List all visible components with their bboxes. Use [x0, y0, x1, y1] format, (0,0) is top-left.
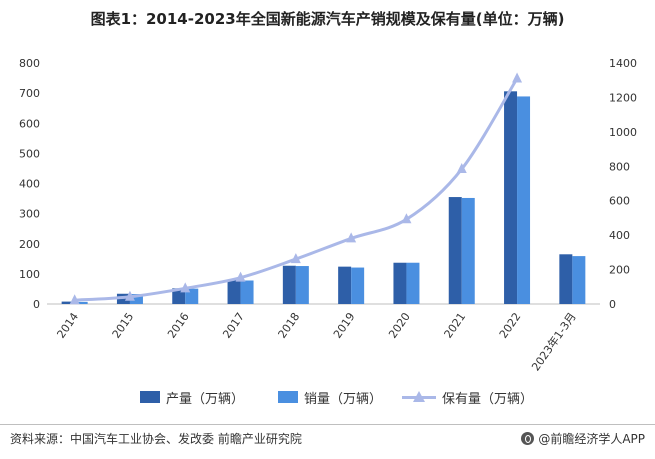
chart-legend: 产量（万辆） 销量（万辆） 保有量（万辆） [0, 386, 655, 408]
bar-production [61, 301, 75, 304]
y-left-tick-label: 700 [19, 87, 40, 100]
x-tick-label: 2018 [276, 310, 303, 340]
point-ownership [512, 72, 523, 83]
point-ownership [401, 213, 412, 224]
legend-item-ownership: 保有量（万辆） [402, 386, 533, 408]
point-ownership [290, 253, 301, 264]
bar-sales [129, 294, 143, 304]
point-ownership [346, 232, 357, 243]
legend-label-ownership: 保有量（万辆） [442, 391, 534, 407]
point-ownership [456, 163, 467, 174]
brand-credit: @前瞻经济学人APP [521, 430, 645, 447]
bar-production [559, 254, 573, 304]
bar-production [338, 266, 352, 304]
bar-sales [461, 197, 475, 304]
bar-sales [517, 96, 531, 304]
y-right-tick-label: 600 [609, 195, 630, 208]
y-right-tick-label: 1200 [609, 91, 637, 104]
y-left-tick-label: 400 [19, 178, 40, 191]
bar-sales [572, 256, 586, 304]
bar-production [282, 265, 296, 304]
bar-production [393, 262, 407, 304]
chart-plot: 0 100 200 300 400 500 600 700 800 0 200 400 600 800 10… [19, 57, 637, 374]
y-right-tick-label: 1000 [609, 126, 637, 139]
brand-text: @前瞻经济学人APP [538, 432, 645, 446]
y-right-tick-label: 200 [609, 264, 630, 277]
y-left-tick-label: 600 [19, 117, 40, 130]
x-tick-label: 2020 [386, 310, 413, 340]
bar-production [227, 280, 241, 304]
x-tick-label: 2023年1-3月 [528, 310, 578, 374]
legend-swatch-production [140, 391, 160, 403]
x-tick-label: 2016 [165, 310, 192, 340]
x-tick-label: 2015 [110, 310, 137, 340]
bar-sales [74, 301, 88, 304]
bar-sales [240, 280, 254, 304]
footer-divider [0, 424, 655, 425]
legend-swatch-sales [278, 391, 298, 403]
bar-sales [351, 267, 365, 304]
bar-sales [406, 262, 420, 304]
legend-item-production: 产量（万辆） [140, 386, 244, 408]
y-right-tick-label: 0 [609, 298, 616, 311]
y-right-tick-label: 1400 [609, 57, 637, 70]
legend-label-production: 产量（万辆） [166, 391, 245, 407]
y-right-tick-label: 400 [609, 229, 630, 242]
x-tick-label: 2014 [54, 310, 81, 340]
y-right-tick-label: 800 [609, 160, 630, 173]
point-ownership [124, 290, 135, 301]
legend-label-sales: 销量（万辆） [304, 391, 383, 407]
y-left-tick-label: 500 [19, 147, 40, 160]
brand-logo-icon [521, 432, 535, 445]
point-ownership [180, 282, 191, 293]
point-ownership [69, 294, 80, 305]
x-tick-label: 2017 [220, 310, 247, 340]
point-ownership [235, 271, 246, 282]
y-left-tick-label: 100 [19, 268, 40, 281]
source-note: 资料来源：中国汽车工业协会、发改委 前瞻产业研究院 [10, 432, 302, 446]
bar-production [448, 197, 462, 304]
bar-sales [185, 288, 199, 304]
y-left-tick-label: 200 [19, 238, 40, 251]
chart-title: 图表1：2014-2023年全国新能源汽车产销规模及保有量(单位：万辆) [90, 10, 565, 28]
bar-sales [295, 266, 309, 304]
y-left-tick-label: 300 [19, 208, 40, 221]
x-tick-label: 2022 [497, 310, 524, 340]
bar-production [504, 91, 518, 304]
x-tick-label: 2021 [441, 310, 468, 340]
y-left-tick-label: 0 [33, 298, 40, 311]
legend-item-sales: 销量（万辆） [278, 386, 382, 408]
x-tick-label: 2019 [331, 310, 358, 340]
legend-swatch-ownership [402, 391, 436, 403]
y-left-tick-label: 800 [19, 57, 40, 70]
